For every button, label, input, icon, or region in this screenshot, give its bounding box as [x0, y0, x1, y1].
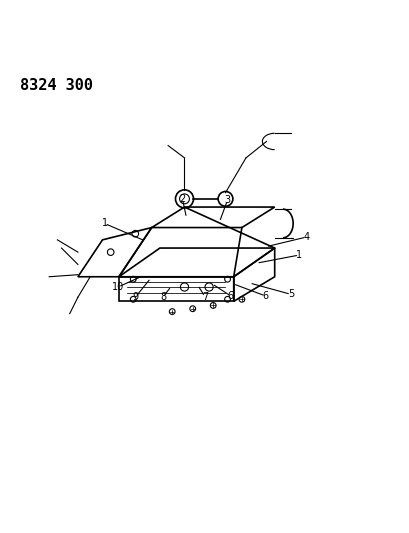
- Text: 10: 10: [112, 282, 124, 292]
- Text: 7: 7: [201, 292, 208, 302]
- Text: 2: 2: [179, 194, 185, 204]
- Text: 5: 5: [287, 289, 294, 300]
- Text: 9: 9: [132, 292, 138, 302]
- Text: 3: 3: [224, 195, 230, 205]
- Text: 4: 4: [303, 232, 309, 242]
- Text: 1: 1: [101, 219, 107, 229]
- Text: 6: 6: [262, 291, 268, 301]
- Text: 8: 8: [160, 292, 166, 302]
- Text: 8324 300: 8324 300: [20, 78, 93, 93]
- Text: 6: 6: [227, 291, 233, 301]
- Text: 1: 1: [296, 250, 301, 260]
